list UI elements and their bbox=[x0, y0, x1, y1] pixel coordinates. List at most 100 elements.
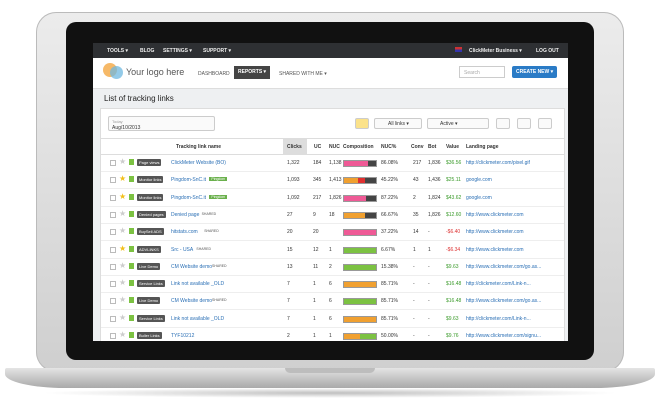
link-name: Link not available _OLD bbox=[171, 315, 225, 322]
checkbox bbox=[110, 298, 116, 305]
column-header: Tracking link name bbox=[176, 144, 222, 150]
nav-item[interactable]: SUPPORT bbox=[203, 48, 231, 54]
conv: - bbox=[413, 298, 415, 305]
play-icon bbox=[129, 176, 134, 183]
shadow bbox=[40, 388, 620, 398]
star: ★ bbox=[119, 174, 127, 184]
create-button[interactable]: CREATE NEW bbox=[512, 66, 558, 78]
composition bbox=[343, 333, 377, 340]
checkbox bbox=[110, 211, 116, 218]
composition-segment bbox=[344, 178, 359, 184]
uc: 345 bbox=[313, 177, 322, 184]
column-header: NUC bbox=[329, 144, 340, 150]
conv: - bbox=[413, 263, 415, 270]
tag: Service Links bbox=[137, 280, 165, 288]
uc: 184 bbox=[313, 160, 322, 166]
nuc-percent: 85.71% bbox=[381, 315, 398, 322]
star: ★ bbox=[119, 226, 127, 236]
checkbox bbox=[110, 246, 116, 253]
date-label: Today bbox=[112, 119, 123, 124]
column-header: Conv bbox=[411, 144, 424, 150]
checkbox bbox=[110, 263, 116, 270]
nuc: 1 bbox=[329, 333, 332, 339]
column-header: Landing page bbox=[466, 144, 499, 150]
tag: Live Demo bbox=[137, 262, 161, 270]
landing-page: google.com bbox=[466, 177, 492, 184]
link-name: Pingdom-SnC.it bbox=[171, 194, 207, 201]
landing-page: http://www.clickmeter.com bbox=[466, 211, 524, 218]
table-row: ★ Monitor links Pingdom-SnC.it Pingdom 1,093… bbox=[101, 171, 564, 190]
tab-active[interactable]: REPORTS bbox=[234, 66, 271, 79]
link-name: hitstats.com bbox=[171, 229, 198, 236]
play-icon bbox=[129, 314, 134, 321]
composition-segment bbox=[344, 230, 376, 236]
clicks: 13 bbox=[287, 263, 293, 270]
column-header: NUC% bbox=[381, 144, 397, 150]
value: $9.63 bbox=[446, 315, 459, 322]
checkbox bbox=[110, 333, 116, 339]
badge: SHARED bbox=[204, 229, 219, 234]
uc: 12 bbox=[313, 246, 319, 253]
links-filter[interactable]: All links bbox=[374, 118, 422, 129]
screen: TOOLS BLOG SETTINGS SUPPORT ClickMeter B… bbox=[93, 43, 568, 341]
play-icon bbox=[129, 193, 134, 200]
tag: Monitor links bbox=[137, 193, 164, 201]
play-icon bbox=[129, 159, 134, 165]
table-row: ★ BuySell ADS hitstats.com SHARED 20 20 37.22%… bbox=[101, 223, 564, 242]
composition-segment bbox=[344, 212, 365, 218]
nuc: 1,138 bbox=[329, 160, 342, 166]
bot: 1,824 bbox=[428, 194, 441, 201]
nav-item[interactable]: TOOLS bbox=[107, 48, 128, 54]
column-header: Value bbox=[446, 144, 460, 150]
clicks: 1,092 bbox=[287, 194, 300, 201]
settings-button[interactable] bbox=[496, 118, 510, 129]
tag: BuySell ADS bbox=[137, 228, 164, 236]
tab[interactable]: DASHBOARD bbox=[198, 71, 230, 77]
logo-circle bbox=[110, 66, 123, 79]
conv: 2 bbox=[413, 194, 416, 201]
conv: - bbox=[413, 281, 415, 288]
logout[interactable]: LOG OUT bbox=[536, 48, 559, 54]
conv: 1 bbox=[413, 246, 416, 253]
link-name: CM Website demo bbox=[171, 298, 213, 305]
bot: - bbox=[428, 298, 430, 305]
status-filter[interactable]: Active bbox=[427, 118, 489, 129]
bot: - bbox=[428, 281, 430, 288]
uc: 11 bbox=[313, 263, 319, 270]
nuc-percent: 45.22% bbox=[381, 177, 398, 184]
nuc: 6 bbox=[329, 315, 332, 322]
uc: 20 bbox=[313, 229, 319, 236]
tab[interactable]: SHARED WITH ME bbox=[279, 71, 327, 77]
nav-item[interactable]: SETTINGS bbox=[163, 48, 192, 54]
value: $16.48 bbox=[446, 281, 462, 288]
nuc-percent: 66.67% bbox=[381, 211, 398, 218]
uc: 1 bbox=[313, 315, 316, 322]
account[interactable]: ClickMeter Business bbox=[469, 48, 522, 54]
share-button[interactable] bbox=[538, 118, 552, 129]
value: $25.11 bbox=[446, 177, 461, 184]
top-nav: TOOLS BLOG SETTINGS SUPPORT ClickMeter B… bbox=[93, 43, 568, 58]
composition-segment bbox=[344, 195, 367, 201]
landing-page: http://www.clickmeter.com/signu... bbox=[466, 333, 542, 339]
play-icon bbox=[129, 297, 134, 304]
table-row: ★ Page views ClickMeter Website (BO) 1,322 1… bbox=[101, 154, 564, 172]
laptop-base bbox=[5, 368, 655, 388]
date-picker[interactable]: Today Aug/10/2013 bbox=[108, 116, 215, 131]
checkbox bbox=[110, 315, 116, 322]
nuc-percent: 85.71% bbox=[381, 298, 398, 305]
download-button[interactable] bbox=[517, 118, 531, 129]
composition-segment bbox=[344, 316, 376, 322]
composition bbox=[343, 246, 377, 254]
star-filter[interactable] bbox=[355, 118, 369, 129]
bot: 1,436 bbox=[428, 177, 441, 184]
composition bbox=[343, 229, 377, 237]
landing-page: http://www.clickmeter.com/go.as... bbox=[466, 298, 542, 305]
clicks: 20 bbox=[287, 229, 293, 236]
badge: SHARED bbox=[212, 263, 227, 268]
nav-item[interactable]: BLOG bbox=[140, 48, 155, 54]
card: Today Aug/10/2013 All links Active Track… bbox=[100, 108, 565, 341]
composition-segment bbox=[344, 161, 368, 166]
search[interactable]: Search bbox=[459, 66, 505, 78]
play-icon bbox=[129, 280, 134, 287]
